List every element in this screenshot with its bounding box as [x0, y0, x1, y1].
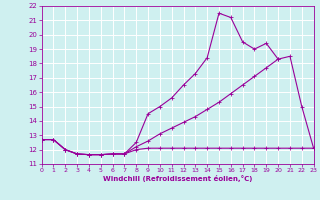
X-axis label: Windchill (Refroidissement éolien,°C): Windchill (Refroidissement éolien,°C) — [103, 175, 252, 182]
